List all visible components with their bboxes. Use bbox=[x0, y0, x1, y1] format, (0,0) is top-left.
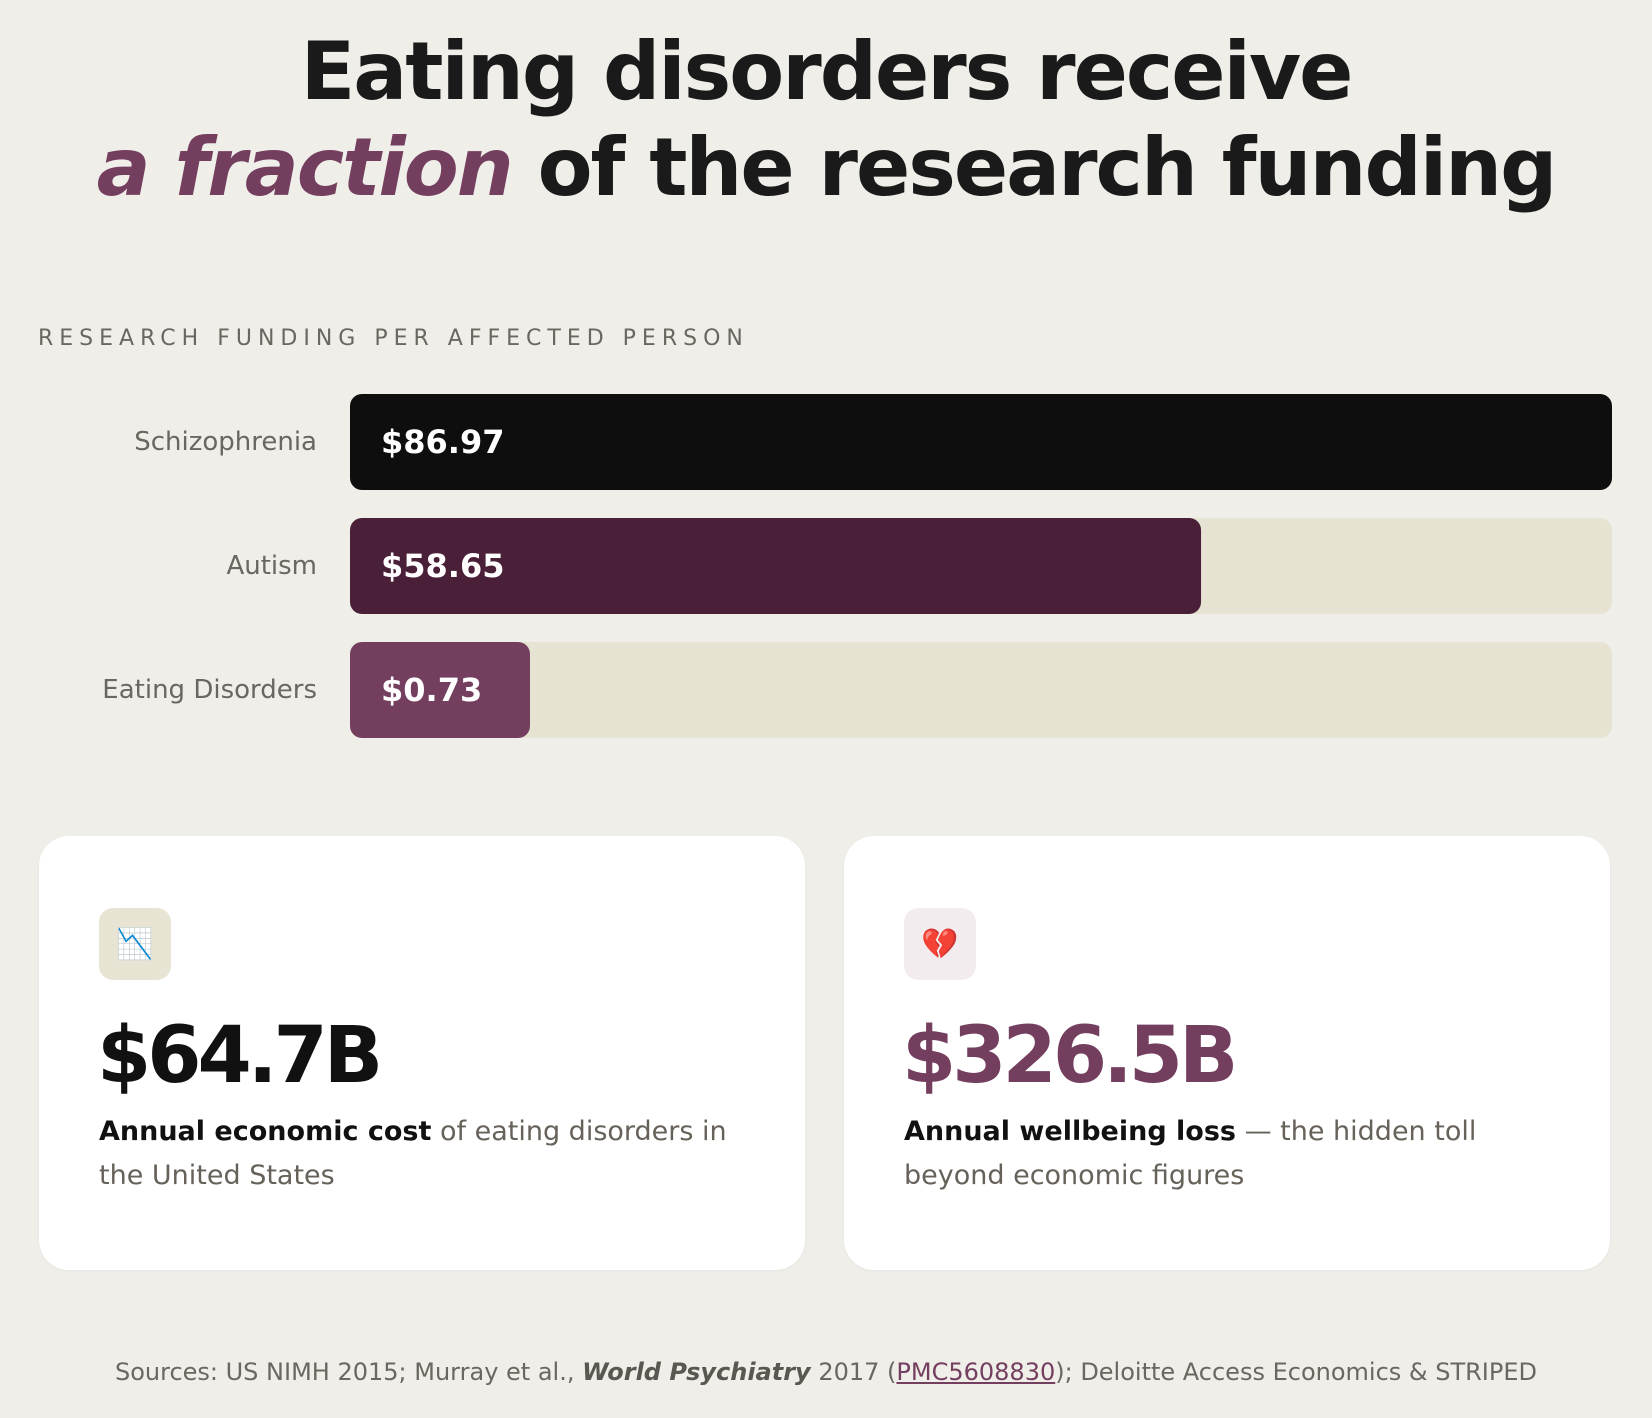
wellbeing-loss-card: 💔 $326.5B Annual wellbeing loss — the hi… bbox=[844, 836, 1610, 1270]
sources-suffix: ); Deloitte Access Economics & STRIPED bbox=[1055, 1358, 1538, 1386]
economic-cost-desc-rest: of eating disorders in the United States bbox=[99, 1116, 727, 1191]
wellbeing-loss-description: Annual wellbeing loss — the hidden toll … bbox=[904, 1110, 1554, 1198]
title-line-2: a fraction of the research funding bbox=[0, 120, 1652, 216]
bar-schizophrenia bbox=[350, 394, 1612, 490]
economic-cost-stat: $64.7B bbox=[97, 1011, 383, 1101]
page-title: Eating disorders receive a fraction of t… bbox=[0, 24, 1652, 216]
category-label-schizophrenia: Schizophrenia bbox=[134, 427, 317, 457]
chart-decreasing-icon: 📉 bbox=[99, 908, 171, 980]
title-emphasis: a fraction bbox=[96, 121, 514, 214]
title-line-2-rest: of the research funding bbox=[511, 121, 1558, 214]
broken-heart-icon: 💔 bbox=[904, 908, 976, 980]
wellbeing-loss-desc-rest: — the hidden toll beyond economic figure… bbox=[904, 1116, 1477, 1191]
bar-eating-disorders bbox=[350, 642, 530, 738]
sources-pmc-link[interactable]: PMC5608830 bbox=[896, 1358, 1056, 1386]
category-label-autism: Autism bbox=[226, 551, 317, 581]
value-label-eating-disorders: $0.73 bbox=[381, 671, 482, 709]
chart-title: RESEARCH FUNDING PER AFFECTED PERSON bbox=[38, 326, 749, 351]
sources-journal: World Psychiatry bbox=[582, 1358, 811, 1386]
title-line-1: Eating disorders receive bbox=[300, 25, 1354, 118]
bar-track-eating-disorders bbox=[350, 642, 1612, 738]
value-label-schizophrenia: $86.97 bbox=[381, 423, 504, 461]
sources-prefix: Sources: US NIMH 2015; Murray et al., bbox=[114, 1358, 583, 1386]
economic-cost-card: 📉 $64.7B Annual economic cost of eating … bbox=[39, 836, 805, 1270]
wellbeing-loss-desc-bold: Annual wellbeing loss bbox=[904, 1116, 1236, 1147]
sources-footnote: Sources: US NIMH 2015; Murray et al., Wo… bbox=[0, 1358, 1652, 1386]
bar-autism bbox=[350, 518, 1202, 614]
economic-cost-description: Annual economic cost of eating disorders… bbox=[99, 1110, 749, 1198]
economic-cost-desc-bold: Annual economic cost bbox=[99, 1116, 432, 1147]
sources-year: 2017 ( bbox=[810, 1358, 897, 1386]
value-label-autism: $58.65 bbox=[381, 547, 504, 585]
funding-bar-chart: Schizophrenia $86.97 Autism $58.65 Eating Di… bbox=[102, 394, 1612, 738]
category-label-eating-disorders: Eating Disorders bbox=[102, 675, 317, 705]
wellbeing-loss-stat: $326.5B bbox=[902, 1011, 1238, 1101]
